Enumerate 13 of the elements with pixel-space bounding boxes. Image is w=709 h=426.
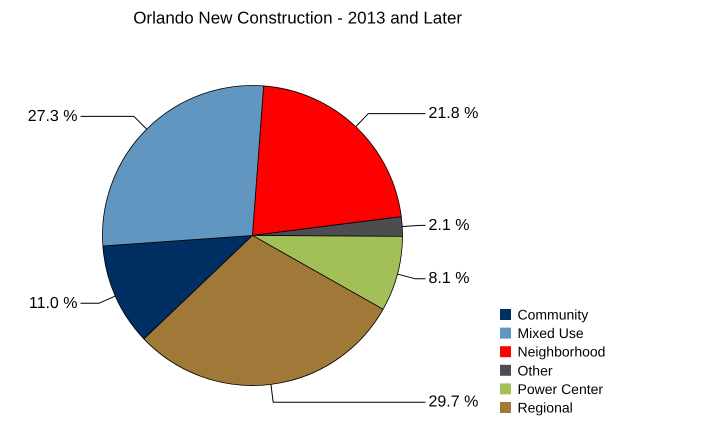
data-label: 8.1 %: [428, 270, 470, 288]
data-label: 11.0 %: [28, 294, 78, 312]
legend-label: Other: [518, 362, 553, 378]
data-label: 29.7 %: [428, 394, 478, 411]
legend-label: Power Center: [518, 380, 604, 397]
data-label: 21.8 %: [428, 105, 478, 122]
legend-label: Community: [518, 306, 588, 322]
legend-label: Neighborhood: [518, 344, 606, 360]
legend-label: Mixed Use: [518, 325, 584, 342]
data-label: 2.1 %: [428, 216, 470, 234]
legend-label: Regional: [518, 400, 573, 416]
chart-title: Orlando New Construction - 2013 and Later: [133, 8, 462, 28]
data-label: 27.3 %: [28, 108, 78, 125]
